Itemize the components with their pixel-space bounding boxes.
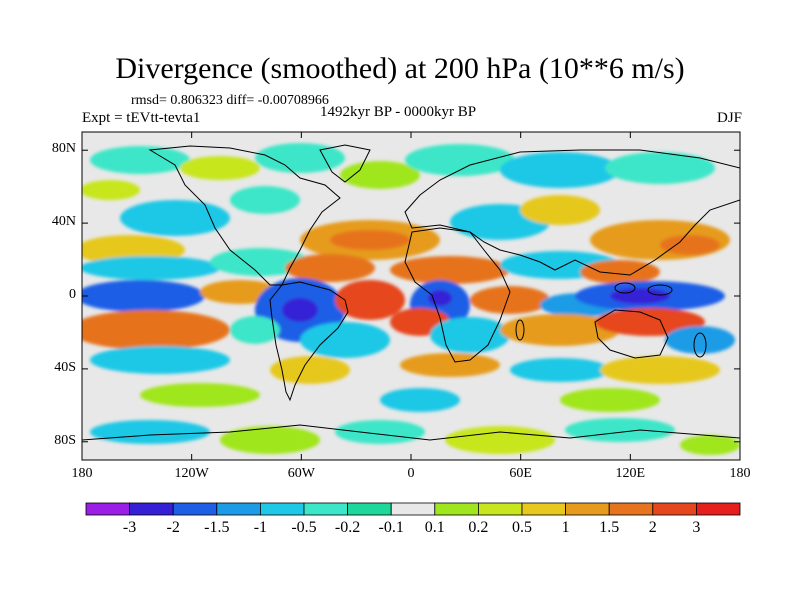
lat-tick-label: 40S bbox=[54, 359, 76, 375]
antarctica-coast bbox=[82, 424, 740, 441]
colorbar-swatch bbox=[608, 502, 654, 516]
colorbar-label: 0.5 bbox=[512, 519, 532, 536]
lat-tick-label: 80N bbox=[51, 141, 76, 157]
colorbar-swatch bbox=[172, 502, 218, 516]
lat-tick-marks bbox=[82, 149, 740, 443]
colorbar-swatch bbox=[85, 502, 130, 516]
colorbar-label: 1 bbox=[561, 519, 570, 536]
colorbar-label: -0.5 bbox=[291, 519, 317, 536]
colorbar-label: -2 bbox=[166, 519, 180, 536]
colorbar-swatch bbox=[521, 502, 566, 516]
lat-tick-label: 0 bbox=[69, 287, 76, 302]
divergence-field bbox=[82, 143, 740, 455]
colorbar-swatch bbox=[652, 502, 697, 516]
lon-tick-label: 120E bbox=[615, 466, 646, 481]
africa-coast bbox=[404, 227, 511, 363]
colorbar-swatch bbox=[565, 502, 610, 516]
stats-line: rmsd= 0.806323 diff= -0.00708966 bbox=[131, 93, 329, 108]
colorbar-swatch bbox=[434, 502, 479, 516]
lon-tick-marks bbox=[81, 132, 741, 460]
colorbar-swatch bbox=[696, 502, 741, 516]
colorbar-swatch bbox=[259, 502, 305, 516]
lon-tick-label: 0 bbox=[407, 466, 415, 481]
experiment-label: Expt = tEVtt-tevta1 bbox=[82, 110, 201, 126]
colorbar-swatch bbox=[477, 502, 523, 516]
australia-coast bbox=[594, 309, 669, 359]
period-label: 1492kyr BP - 0000kyr BP bbox=[320, 104, 477, 120]
lat-tick-label: 40N bbox=[51, 214, 76, 230]
south-america-coast bbox=[269, 281, 349, 402]
lon-tick-label: 60E bbox=[509, 466, 532, 481]
colorbar-swatch bbox=[216, 502, 261, 516]
colorbar-label: 0.2 bbox=[468, 519, 489, 536]
colorbar-label: 0.1 bbox=[424, 519, 445, 536]
eurasia-coast bbox=[404, 149, 740, 276]
plot-title: Divergence (smoothed) at 200 hPa (10**6 … bbox=[115, 52, 685, 85]
islands bbox=[515, 282, 707, 358]
coastlines bbox=[82, 144, 740, 441]
colorbar-swatch bbox=[347, 502, 392, 516]
north-america-coast bbox=[148, 145, 341, 286]
lon-tick-label: 120W bbox=[174, 466, 209, 481]
colorbar-label: -3 bbox=[122, 519, 137, 536]
colorbar bbox=[85, 502, 741, 516]
colorbar-label: -1 bbox=[253, 519, 268, 536]
colorbar-swatch bbox=[129, 502, 174, 516]
lat-tick-label: 80S bbox=[54, 432, 76, 448]
colorbar-label: -0.2 bbox=[334, 519, 361, 536]
colorbar-swatch bbox=[303, 502, 348, 516]
colorbar-label: 2 bbox=[648, 519, 657, 536]
lon-tick-label: 180 bbox=[729, 466, 751, 481]
colorbar-label: 3 bbox=[692, 519, 701, 536]
colorbar-label: 1.5 bbox=[599, 519, 620, 536]
colorbar-swatch bbox=[390, 502, 436, 516]
lon-tick-label: 180 bbox=[71, 466, 93, 481]
lon-tick-label: 60W bbox=[287, 466, 315, 481]
colorbar-label: -1.5 bbox=[204, 519, 230, 536]
season-label: DJF bbox=[716, 110, 742, 126]
colorbar-label: -0.1 bbox=[378, 519, 404, 536]
greenland-coast bbox=[319, 144, 371, 183]
